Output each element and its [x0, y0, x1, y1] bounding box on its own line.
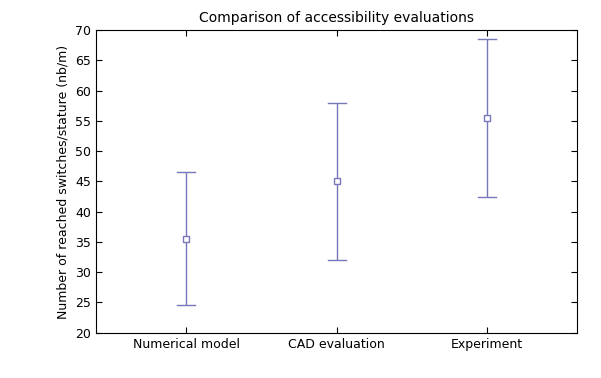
Title: Comparison of accessibility evaluations: Comparison of accessibility evaluations: [199, 11, 474, 25]
Y-axis label: Number of reached switches/stature (nb/m): Number of reached switches/stature (nb/m…: [56, 44, 70, 319]
